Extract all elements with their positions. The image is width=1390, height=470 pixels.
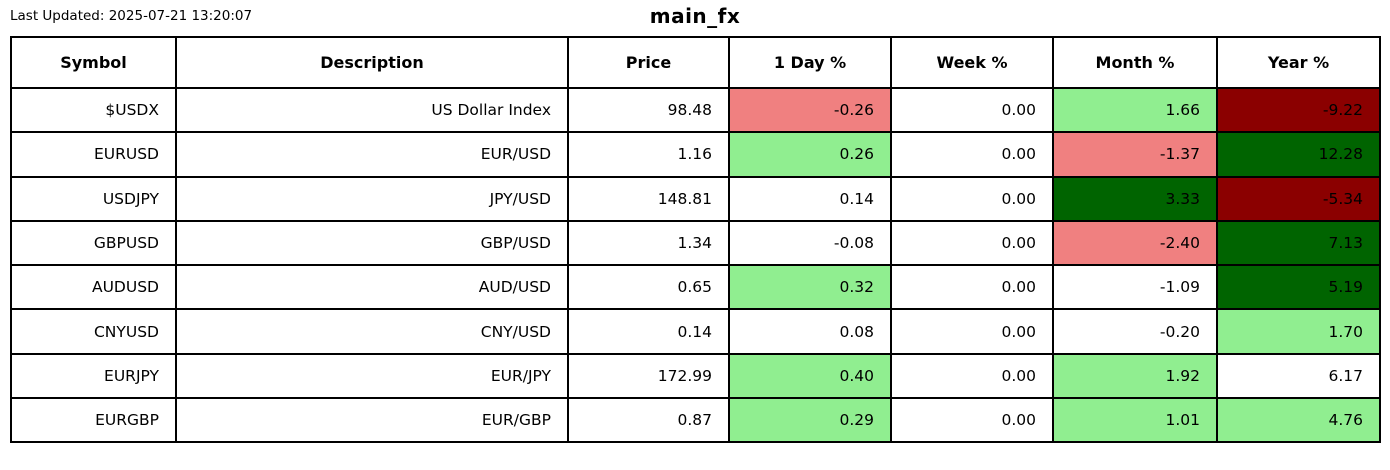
table-row: EURGBP EUR/GBP 0.87 0.29 0.00 1.01 4.76 [10,397,1381,444]
column-header-price: Price [567,36,730,89]
cell-symbol: EURGBP [10,397,177,444]
cell-1day-pct: 0.14 [728,175,892,222]
cell-month-pct: 1.92 [1052,352,1218,400]
cell-symbol: CNYUSD [10,308,177,355]
cell-1day-pct: -0.08 [728,219,892,267]
cell-1day-pct: 0.32 [728,264,892,311]
cell-symbol: $USDX [10,86,177,134]
column-header-month-pct: Month % [1052,36,1218,89]
cell-year-pct: -9.22 [1216,86,1381,134]
cell-description: EUR/USD [175,131,569,178]
cell-description: US Dollar Index [175,86,569,134]
cell-month-pct: -1.09 [1052,264,1218,311]
cell-month-pct: 3.33 [1052,175,1218,222]
cell-year-pct: 12.28 [1216,131,1381,178]
page-title: main_fx [649,4,741,28]
last-updated-label: Last Updated: 2025-07-21 13:20:07 [10,8,253,24]
cell-price: 0.14 [567,308,730,355]
cell-month-pct: -0.20 [1052,308,1218,355]
table-row: CNYUSD CNY/USD 0.14 0.08 0.00 -0.20 1.70 [10,308,1381,355]
cell-week-pct: 0.00 [890,308,1054,355]
cell-month-pct: 1.01 [1052,397,1218,444]
cell-price: 0.65 [567,264,730,311]
cell-week-pct: 0.00 [890,86,1054,134]
cell-price: 0.87 [567,397,730,444]
cell-price: 148.81 [567,175,730,222]
cell-symbol: USDJPY [10,175,177,222]
cell-week-pct: 0.00 [890,397,1054,444]
cell-year-pct: 5.19 [1216,264,1381,311]
table-row: EURJPY EUR/JPY 172.99 0.40 0.00 1.92 6.17 [10,352,1381,400]
cell-1day-pct: 0.40 [728,352,892,400]
cell-1day-pct: -0.26 [728,86,892,134]
cell-year-pct: 4.76 [1216,397,1381,444]
cell-description: GBP/USD [175,219,569,267]
cell-description: AUD/USD [175,264,569,311]
cell-description: JPY/USD [175,175,569,222]
cell-price: 1.16 [567,131,730,178]
cell-description: EUR/GBP [175,397,569,444]
table-row: $USDX US Dollar Index 98.48 -0.26 0.00 1.66 -9… [10,86,1381,134]
cell-year-pct: 6.17 [1216,352,1381,400]
cell-price: 98.48 [567,86,730,134]
cell-symbol: GBPUSD [10,219,177,267]
column-header-week-pct: Week % [890,36,1054,89]
table-row: AUDUSD AUD/USD 0.65 0.32 0.00 -1.09 5.19 [10,264,1381,311]
cell-month-pct: -2.40 [1052,219,1218,267]
cell-week-pct: 0.00 [890,175,1054,222]
header-row: Symbol Description Price 1 Day % Week % … [10,36,1381,89]
cell-1day-pct: 0.08 [728,308,892,355]
cell-month-pct: 1.66 [1052,86,1218,134]
table-row: EURUSD EUR/USD 1.16 0.26 0.00 -1.37 12.28 [10,131,1381,178]
cell-description: EUR/JPY [175,352,569,400]
fx-table: Symbol Description Price 1 Day % Week % … [10,36,1381,444]
cell-price: 1.34 [567,219,730,267]
cell-1day-pct: 0.26 [728,131,892,178]
cell-1day-pct: 0.29 [728,397,892,444]
cell-year-pct: 1.70 [1216,308,1381,355]
column-header-year-pct: Year % [1216,36,1381,89]
column-header-description: Description [175,36,569,89]
cell-year-pct: -5.34 [1216,175,1381,222]
table-row: USDJPY JPY/USD 148.81 0.14 0.00 3.33 -5.34 [10,175,1381,222]
cell-week-pct: 0.00 [890,131,1054,178]
cell-week-pct: 0.00 [890,352,1054,400]
cell-symbol: EURUSD [10,131,177,178]
cell-symbol: EURJPY [10,352,177,400]
cell-description: CNY/USD [175,308,569,355]
table-header: Symbol Description Price 1 Day % Week % … [10,36,1381,89]
table-body: $USDX US Dollar Index 98.48 -0.26 0.00 1.66 -9… [10,86,1381,444]
cell-symbol: AUDUSD [10,264,177,311]
cell-price: 172.99 [567,352,730,400]
cell-year-pct: 7.13 [1216,219,1381,267]
cell-week-pct: 0.00 [890,264,1054,311]
cell-week-pct: 0.00 [890,219,1054,267]
column-header-1day-pct: 1 Day % [728,36,892,89]
column-header-symbol: Symbol [10,36,177,89]
cell-month-pct: -1.37 [1052,131,1218,178]
table-row: GBPUSD GBP/USD 1.34 -0.08 0.00 -2.40 7.13 [10,219,1381,267]
